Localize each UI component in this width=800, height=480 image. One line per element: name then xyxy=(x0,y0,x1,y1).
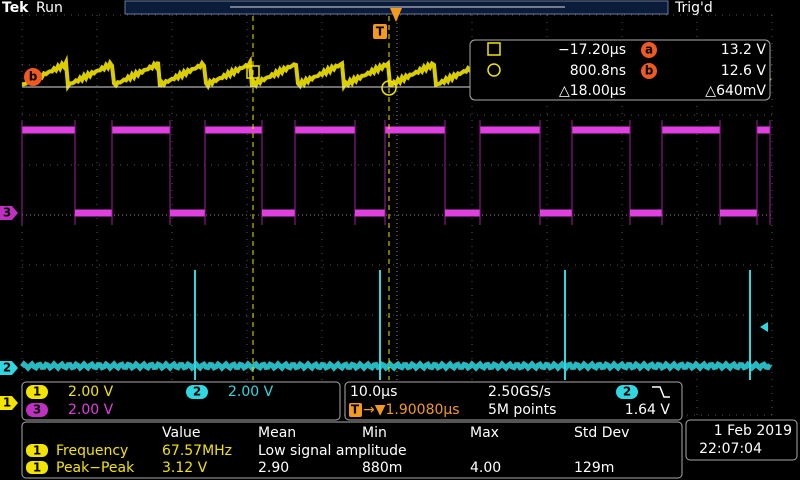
cursor-b-icon xyxy=(487,63,501,77)
cursor-a-voltage: 13.2 V xyxy=(721,42,767,58)
ch1-badge xyxy=(26,385,48,399)
ch2-scale: 2.00 V xyxy=(228,384,274,400)
row1-channel: 1 xyxy=(33,444,41,458)
row2-name: Peak−Peak xyxy=(56,460,135,476)
header-mean: Mean xyxy=(258,425,296,441)
cursor-b-badge-label: b xyxy=(29,70,38,84)
row2-mean: 2.90 xyxy=(258,460,289,476)
brand: Tek xyxy=(2,0,29,16)
ch2-id: 2 xyxy=(193,385,201,399)
row1-badge xyxy=(26,444,48,457)
ch2-marker-label: 2 xyxy=(3,361,11,375)
cursor-a-time: −17.20µs xyxy=(558,42,626,58)
run-state: Run xyxy=(36,0,63,16)
trigger-icon: T xyxy=(351,403,360,417)
header-max: Max xyxy=(470,425,499,441)
cursor-b-voltage: 12.6 V xyxy=(721,63,767,79)
row1-value: 67.57MHz xyxy=(162,443,232,459)
delta-voltage: △640mV xyxy=(705,83,766,99)
trigger-slope xyxy=(652,386,670,398)
header-min: Min xyxy=(362,425,387,441)
ch3-badge xyxy=(26,403,48,417)
cursor-b-time: 800.8ns xyxy=(570,63,626,79)
channel-panel xyxy=(21,381,341,421)
cursor-a-icon xyxy=(487,42,501,56)
cursor-readout-panel xyxy=(469,39,771,101)
row2-channel: 1 xyxy=(33,461,41,475)
cursor-b-marker xyxy=(381,80,397,96)
row2-min: 880m xyxy=(362,460,402,476)
ch3-marker xyxy=(0,206,18,220)
ch1-marker-label: 1 xyxy=(3,396,11,410)
ch3-marker-label: 3 xyxy=(3,206,11,220)
trigger-level-marker xyxy=(760,322,768,332)
trigger-icon-badge xyxy=(349,403,362,417)
ch3-id: 3 xyxy=(33,403,41,417)
time: 22:07:04 xyxy=(699,441,762,457)
header-value: Value xyxy=(162,425,200,441)
ch1-id: 1 xyxy=(33,385,41,399)
sample-rate: 2.50GS/s xyxy=(488,384,551,400)
row2-value: 3.12 V xyxy=(162,460,208,476)
ch1-marker xyxy=(0,396,18,410)
cursor-a-label: a xyxy=(645,43,653,57)
measurement-panel xyxy=(21,421,683,479)
cursor-b-badge xyxy=(641,63,657,79)
cursor-a-badge xyxy=(641,42,657,58)
ch2-waveform xyxy=(20,360,773,372)
cursor-a-marker xyxy=(246,65,260,79)
row1-name: Frequency xyxy=(56,443,128,459)
row2-badge xyxy=(26,461,48,474)
trigger-position: →▼1.90080µs xyxy=(363,402,460,418)
row1-note: Low signal amplitude xyxy=(258,443,407,459)
trigger-level: 1.64 V xyxy=(625,402,671,418)
record-length: 5M points xyxy=(488,402,556,418)
ch1-scale: 2.00 V xyxy=(68,384,114,400)
row2-std-dev: 129m xyxy=(574,460,614,476)
row2-max: 4.00 xyxy=(470,460,501,476)
waveforms xyxy=(20,54,773,380)
delta-time: △18.00µs xyxy=(559,83,626,99)
ch3-scale: 2.00 V xyxy=(68,402,114,418)
trigger-source-badge xyxy=(616,385,638,399)
timebase-panel xyxy=(344,381,683,421)
time-scale: 10.0µs xyxy=(350,384,397,400)
trigger-position xyxy=(390,8,402,22)
datetime-panel xyxy=(685,419,798,461)
trigger-marker-label: T xyxy=(376,25,385,39)
trigger-status: Trig'd xyxy=(674,0,713,16)
date: 1 Feb 2019 xyxy=(714,423,792,439)
trigger-marker xyxy=(373,24,387,39)
trigger-source: 2 xyxy=(623,385,631,399)
cursor-b-label: b xyxy=(645,64,654,78)
ch2-badge xyxy=(186,385,208,399)
ch2-marker xyxy=(0,361,18,375)
header-std-dev: Std Dev xyxy=(574,425,629,441)
cursor-b-badge xyxy=(24,68,42,86)
